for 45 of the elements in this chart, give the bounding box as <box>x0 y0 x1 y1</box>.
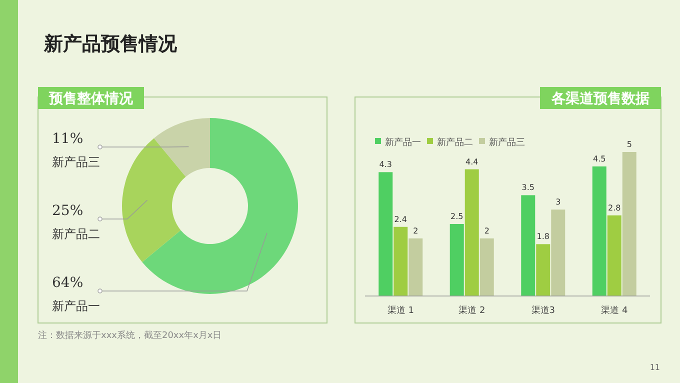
bar <box>450 224 464 296</box>
bar <box>464 169 479 296</box>
data-label: 4.3 <box>379 160 392 170</box>
chart-title: 各渠道预售数据 <box>550 90 650 107</box>
donut-slice <box>142 118 298 294</box>
slice-label: 新产品一 <box>52 299 100 313</box>
bar <box>592 166 606 296</box>
bar <box>521 195 536 296</box>
x-tick-label: 渠道 4 <box>601 305 628 316</box>
bar <box>480 238 494 296</box>
legend-label: 新产品三 <box>489 137 525 148</box>
slice-label: 新产品二 <box>52 227 100 241</box>
slice-label: 新产品三 <box>52 155 100 169</box>
data-label: 2 <box>484 226 490 236</box>
data-label: 2 <box>413 226 418 236</box>
x-tick-label: 渠道 1 <box>387 305 414 316</box>
data-label: 2.4 <box>394 214 407 224</box>
x-tick-label: 渠道 2 <box>458 305 486 316</box>
bar <box>408 238 423 296</box>
bar <box>607 215 622 296</box>
legend-label: 新产品二 <box>437 137 473 148</box>
legend-label: 新产品一 <box>385 137 421 148</box>
bar <box>536 244 550 296</box>
chart-title: 预售整体情况 <box>48 91 134 107</box>
text: 注：数据来源于xxx系统，截至20xx年x月x日 <box>38 330 222 341</box>
data-label: 4.5 <box>593 154 606 164</box>
data-label: 64% <box>52 275 84 291</box>
bar <box>551 210 566 296</box>
data-label: 3 <box>556 198 561 207</box>
bar <box>394 226 408 296</box>
data-label: 25% <box>52 203 84 219</box>
data-label: 11% <box>52 131 84 147</box>
data-label: 2.8 <box>608 203 621 212</box>
data-label: 1.8 <box>536 232 550 242</box>
data-label: 4.4 <box>466 157 478 166</box>
data-label: 3.5 <box>522 183 534 192</box>
data-label: 2.5 <box>450 212 464 221</box>
x-tick-label: 渠道3 <box>531 305 555 316</box>
donut-slice <box>122 138 186 262</box>
data-label: 5 <box>626 140 632 149</box>
donut-slice <box>154 118 210 177</box>
bar <box>622 152 636 296</box>
text: 新产品预售情况 <box>43 33 178 55</box>
text: 11 <box>650 363 660 372</box>
bar <box>378 172 393 296</box>
